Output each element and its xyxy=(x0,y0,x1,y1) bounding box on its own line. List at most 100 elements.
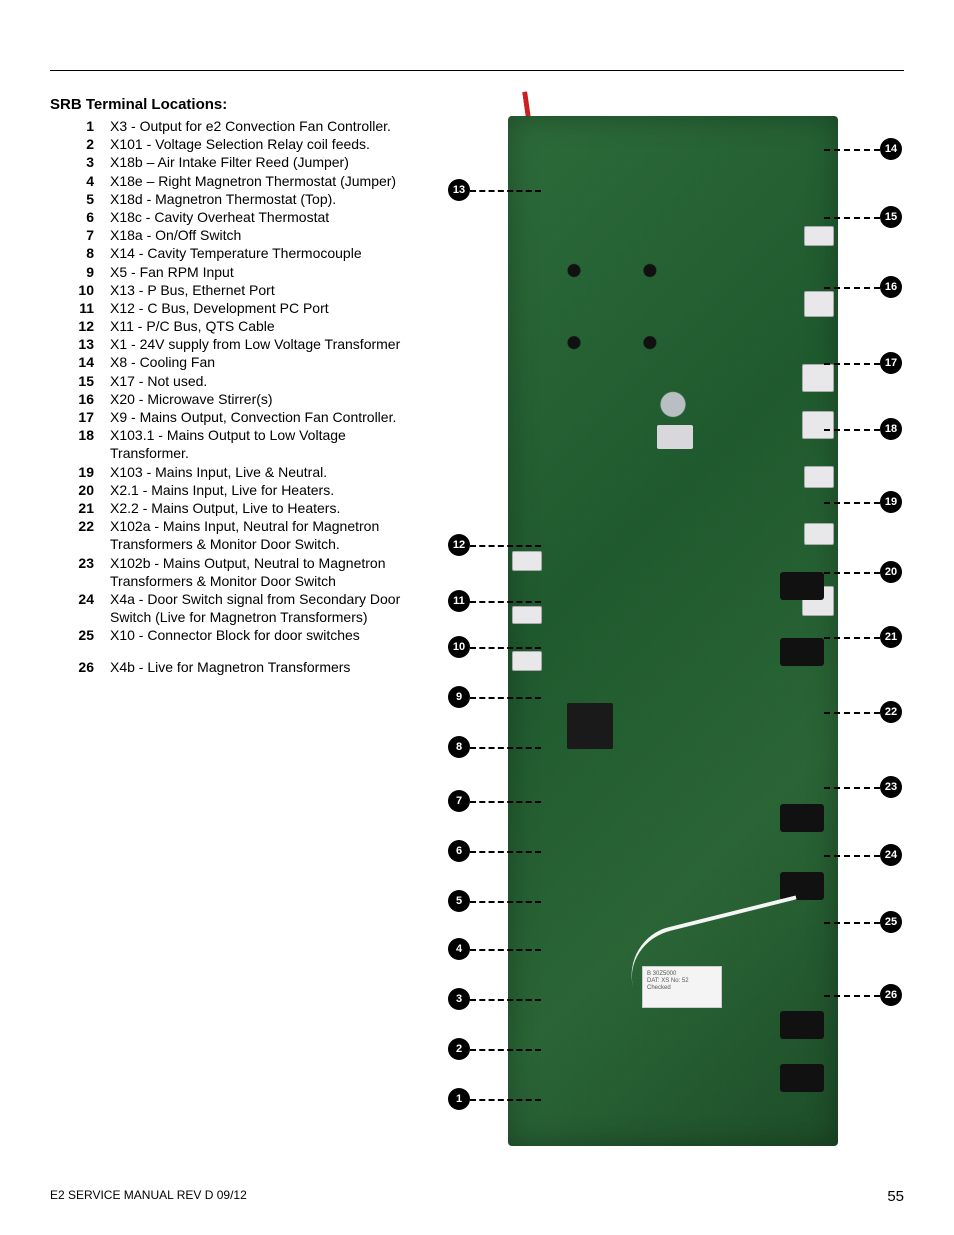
pcb-diagram: B 30Z5000 DAT: XS No: 52 Checked 1312111… xyxy=(428,96,908,1156)
terminal-description: X4b - Live for Magnetron Transformers xyxy=(110,658,410,676)
terminal-row: 13X1 - 24V supply from Low Voltage Trans… xyxy=(72,335,410,353)
leader-line xyxy=(824,217,880,219)
callout-marker: 22 xyxy=(880,701,902,723)
terminal-number: 3 xyxy=(72,153,110,171)
leader-line xyxy=(470,545,541,547)
callout-marker: 1 xyxy=(448,1088,470,1110)
callout-marker: 8 xyxy=(448,736,470,758)
terminal-row: 17X9 - Mains Output, Convection Fan Cont… xyxy=(72,408,410,426)
terminal-description: X20 - Microwave Stirrer(s) xyxy=(110,390,410,408)
callout-marker: 25 xyxy=(880,911,902,933)
pcb-connector xyxy=(512,606,542,624)
leader-line xyxy=(470,1099,541,1101)
pcb-connector xyxy=(804,466,834,488)
pcb-relay xyxy=(780,1011,824,1039)
callout-marker: 9 xyxy=(448,686,470,708)
leader-line xyxy=(824,637,880,639)
terminal-description: X18b – Air Intake Filter Reed (Jumper) xyxy=(110,153,410,171)
leader-line xyxy=(470,851,541,853)
terminal-description: X17 - Not used. xyxy=(110,372,410,390)
leader-line xyxy=(470,601,541,603)
terminal-row: 25X10 - Connector Block for door switche… xyxy=(72,626,410,644)
terminal-number: 19 xyxy=(72,463,110,481)
terminal-description: X14 - Cavity Temperature Thermocouple xyxy=(110,244,410,262)
callout-marker: 13 xyxy=(448,179,470,201)
terminal-description: X2.2 - Mains Output, Live to Heaters. xyxy=(110,499,410,517)
section-title: SRB Terminal Locations: xyxy=(50,96,410,113)
terminal-description: X4a - Door Switch signal from Secondary … xyxy=(110,590,410,626)
callout-marker: 20 xyxy=(880,561,902,583)
leader-line xyxy=(824,922,880,924)
callout-marker: 6 xyxy=(448,840,470,862)
pcb-connector xyxy=(802,411,834,439)
terminal-number: 6 xyxy=(72,208,110,226)
terminal-row: 8X14 - Cavity Temperature Thermocouple xyxy=(72,244,410,262)
terminal-row: 12X11 - P/C Bus, QTS Cable xyxy=(72,317,410,335)
page-footer: E2 SERVICE MANUAL REV D 09/12 55 xyxy=(50,1188,904,1205)
leader-line xyxy=(824,855,880,857)
terminal-number: 14 xyxy=(72,353,110,371)
terminal-description: X10 - Connector Block for door switches xyxy=(110,626,410,644)
terminal-row: 23X102b - Mains Output, Neutral to Magne… xyxy=(72,554,410,590)
terminal-description: X13 - P Bus, Ethernet Port xyxy=(110,281,410,299)
content-row: SRB Terminal Locations: 1X3 - Output for… xyxy=(50,96,904,1156)
leader-line xyxy=(824,995,880,997)
terminal-description: X9 - Mains Output, Convection Fan Contro… xyxy=(110,408,410,426)
terminal-number: 18 xyxy=(72,426,110,444)
leader-line xyxy=(824,429,880,431)
terminal-description: X18e – Right Magnetron Thermostat (Jumpe… xyxy=(110,172,410,190)
callout-marker: 5 xyxy=(448,890,470,912)
terminal-list: 1X3 - Output for e2 Convection Fan Contr… xyxy=(50,117,410,677)
terminal-number: 9 xyxy=(72,263,110,281)
callout-marker: 12 xyxy=(448,534,470,556)
terminal-description: X8 - Cooling Fan xyxy=(110,353,410,371)
callout-marker: 17 xyxy=(880,352,902,374)
terminal-row: 14X8 - Cooling Fan xyxy=(72,353,410,371)
terminal-number: 25 xyxy=(72,626,110,644)
terminal-number: 22 xyxy=(72,517,110,535)
terminal-number: 16 xyxy=(72,390,110,408)
terminal-description: X18c - Cavity Overheat Thermostat xyxy=(110,208,410,226)
leader-line xyxy=(470,901,541,903)
callout-marker: 11 xyxy=(448,590,470,612)
leader-line xyxy=(824,502,880,504)
divider-top xyxy=(50,70,904,71)
terminal-row: 21X2.2 - Mains Output, Live to Heaters. xyxy=(72,499,410,517)
pcb-connector xyxy=(512,551,542,571)
terminal-number: 13 xyxy=(72,335,110,353)
terminal-row: 1X3 - Output for e2 Convection Fan Contr… xyxy=(72,117,410,135)
pcb-connector xyxy=(804,226,834,246)
terminal-row: 22X102a - Mains Input, Neutral for Magne… xyxy=(72,517,410,553)
terminal-number: 17 xyxy=(72,408,110,426)
callout-marker: 10 xyxy=(448,636,470,658)
page: SRB Terminal Locations: 1X3 - Output for… xyxy=(0,0,954,1235)
terminal-row: 26X4b - Live for Magnetron Transformers xyxy=(72,658,410,676)
terminal-number: 26 xyxy=(72,658,110,676)
callout-marker: 2 xyxy=(448,1038,470,1060)
terminal-row: 11X12 - C Bus, Development PC Port xyxy=(72,299,410,317)
leader-line xyxy=(470,949,541,951)
terminal-number: 1 xyxy=(72,117,110,135)
leader-line xyxy=(824,287,880,289)
terminal-number: 23 xyxy=(72,554,110,572)
callout-marker: 19 xyxy=(880,491,902,513)
leader-line xyxy=(470,697,541,699)
leader-line xyxy=(470,747,541,749)
pcb-connector xyxy=(804,291,834,317)
leader-line xyxy=(470,999,541,1001)
callout-marker: 24 xyxy=(880,844,902,866)
terminal-row: 4X18e – Right Magnetron Thermostat (Jump… xyxy=(72,172,410,190)
left-column: SRB Terminal Locations: 1X3 - Output for… xyxy=(50,96,410,1156)
callout-marker: 14 xyxy=(880,138,902,160)
terminal-description: X102b - Mains Output, Neutral to Magnetr… xyxy=(110,554,410,590)
pcb-relay xyxy=(780,638,824,666)
pcb-relay xyxy=(780,572,824,600)
terminal-row: 6X18c - Cavity Overheat Thermostat xyxy=(72,208,410,226)
callout-marker: 15 xyxy=(880,206,902,228)
leader-line xyxy=(470,1049,541,1051)
terminal-number: 11 xyxy=(72,299,110,317)
terminal-row: 5X18d - Magnetron Thermostat (Top). xyxy=(72,190,410,208)
terminal-row: 16X20 - Microwave Stirrer(s) xyxy=(72,390,410,408)
terminal-description: X102a - Mains Input, Neutral for Magnetr… xyxy=(110,517,410,553)
terminal-description: X1 - 24V supply from Low Voltage Transfo… xyxy=(110,335,410,353)
